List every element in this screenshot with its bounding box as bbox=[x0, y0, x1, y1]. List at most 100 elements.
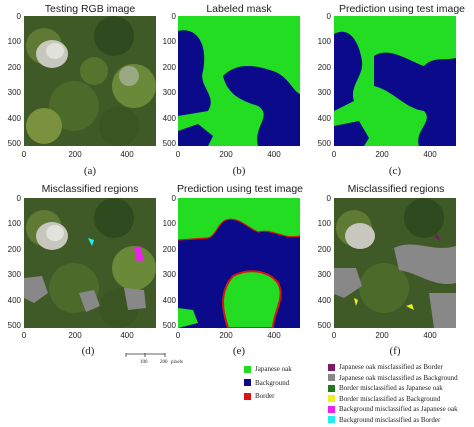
legend-item-border-as-background: Border misclassified as Background bbox=[328, 394, 458, 405]
scale-bar bbox=[125, 353, 187, 359]
legend-label-japanese-oak: Japanese oak bbox=[255, 365, 292, 374]
x-tick-f-400: 400 bbox=[423, 331, 437, 340]
panel-d-title: Misclassified regions bbox=[41, 183, 139, 195]
y-tick-a-200: 200 bbox=[7, 63, 21, 72]
x-tick-d-400: 400 bbox=[120, 331, 134, 340]
legend-swatch-background-as-oak bbox=[328, 405, 335, 413]
y-tick-c-300: 300 bbox=[317, 88, 331, 97]
legend-item-oak-as-border: Japanese oak misclassified as Border bbox=[328, 362, 458, 373]
rgb-image-panel-a bbox=[24, 16, 156, 146]
x-tick-d-200: 200 bbox=[68, 331, 82, 340]
scale-bar-line bbox=[125, 353, 166, 357]
legend-item-border: Border bbox=[244, 391, 292, 402]
y-tick-f-0: 0 bbox=[326, 194, 331, 203]
y-tick-d-0: 0 bbox=[16, 194, 21, 203]
panel-f-label: (f) bbox=[389, 345, 401, 357]
legend-swatch-background bbox=[244, 379, 251, 387]
y-tick-e-400: 400 bbox=[162, 296, 176, 305]
y-tick-c-0: 0 bbox=[326, 12, 331, 21]
y-tick-b-0: 0 bbox=[171, 12, 176, 21]
y-tick-e-0: 0 bbox=[171, 194, 176, 203]
misclassified-overlay-image bbox=[24, 198, 156, 328]
misclassified-panel-d bbox=[24, 198, 156, 328]
panel-c-title: Prediction using test image bbox=[338, 3, 466, 15]
x-tick-b-200: 200 bbox=[219, 150, 233, 159]
y-tick-c-400: 400 bbox=[317, 114, 331, 123]
legend-label-oak-as-border: Japanese oak misclassified as Border bbox=[339, 363, 443, 372]
y-tick-a-300: 300 bbox=[7, 88, 21, 97]
panel-c-label: (c) bbox=[388, 165, 402, 177]
prediction-border-image bbox=[178, 198, 300, 328]
legend-item-background-as-border: Background misclassified as Border bbox=[328, 415, 458, 426]
y-tick-e-200: 200 bbox=[162, 245, 176, 254]
prediction-panel-e bbox=[178, 198, 300, 328]
x-tick-e-400: 400 bbox=[267, 331, 281, 340]
y-tick-e-300: 300 bbox=[162, 270, 176, 279]
y-tick-f-300: 300 bbox=[317, 270, 331, 279]
panel-e-label: (e) bbox=[232, 345, 246, 357]
x-tick-e-200: 200 bbox=[219, 331, 233, 340]
legend-label-oak-as-background: Japanese oak misclassified as Background bbox=[339, 373, 458, 382]
legend-swatch-border-as-background bbox=[328, 395, 335, 403]
legend-label-border-as-background: Border misclassified as Background bbox=[339, 394, 441, 403]
y-tick-b-500: 500 bbox=[162, 139, 176, 148]
legend-label-border-as-oak: Border misclassified as Japanese oak bbox=[339, 384, 443, 393]
y-tick-b-200: 200 bbox=[162, 63, 176, 72]
legend-label-background-as-border: Background misclassified as Border bbox=[339, 415, 441, 424]
panel-a-label: (a) bbox=[83, 165, 97, 177]
panel-a-title: Testing RGB image bbox=[44, 3, 136, 15]
x-tick-a-400: 400 bbox=[120, 150, 134, 159]
y-tick-c-100: 100 bbox=[317, 37, 331, 46]
y-tick-d-200: 200 bbox=[7, 245, 21, 254]
legend-item-background-as-oak: Background misclassified as Japanese oak bbox=[328, 404, 458, 415]
legend-item-background: Background bbox=[244, 378, 292, 389]
x-tick-b-400: 400 bbox=[267, 150, 281, 159]
y-tick-d-400: 400 bbox=[7, 296, 21, 305]
y-tick-f-200: 200 bbox=[317, 245, 331, 254]
legend-swatch-oak-as-background bbox=[328, 374, 335, 382]
legend-swatch-oak-as-border bbox=[328, 363, 335, 371]
legend-swatch-border bbox=[244, 392, 251, 400]
y-tick-b-100: 100 bbox=[162, 37, 176, 46]
y-tick-c-200: 200 bbox=[317, 63, 331, 72]
scale-bar-tick-200: 200 bbox=[160, 360, 168, 365]
rgb-aerial-image bbox=[24, 16, 156, 146]
legend-item-border-as-oak: Border misclassified as Japanese oak bbox=[328, 383, 458, 394]
y-tick-d-100: 100 bbox=[7, 219, 21, 228]
y-tick-d-300: 300 bbox=[7, 270, 21, 279]
x-tick-f-0: 0 bbox=[331, 331, 337, 340]
legend-swatch-background-as-border bbox=[328, 416, 335, 424]
y-tick-b-400: 400 bbox=[162, 114, 176, 123]
legend-swatch-japanese-oak bbox=[244, 365, 251, 373]
panel-b-title: Labeled mask bbox=[206, 3, 272, 15]
x-tick-c-200: 200 bbox=[375, 150, 389, 159]
y-tick-f-400: 400 bbox=[317, 296, 331, 305]
panel-f-title: Misclassified regions bbox=[347, 183, 445, 195]
x-tick-b-0: 0 bbox=[175, 150, 181, 159]
error-legend: Japanese oak misclassified as Border Jap… bbox=[328, 362, 458, 425]
y-tick-e-100: 100 bbox=[162, 219, 176, 228]
legend-item-oak-as-background: Japanese oak misclassified as Background bbox=[328, 373, 458, 384]
x-tick-f-200: 200 bbox=[375, 331, 389, 340]
y-tick-a-500: 500 bbox=[7, 139, 21, 148]
legend-swatch-border-as-oak bbox=[328, 384, 335, 392]
x-tick-e-0: 0 bbox=[175, 331, 181, 340]
y-tick-a-0: 0 bbox=[16, 12, 21, 21]
class-legend: Japanese oak Background Border bbox=[244, 364, 292, 402]
y-tick-a-400: 400 bbox=[7, 114, 21, 123]
misclassified-panel-f bbox=[334, 198, 456, 328]
y-tick-f-500: 500 bbox=[317, 321, 331, 330]
prediction-panel-c bbox=[334, 16, 456, 146]
scale-bar-unit: pixels bbox=[171, 360, 183, 365]
labeled-mask-panel-b bbox=[178, 16, 300, 146]
y-tick-a-100: 100 bbox=[7, 37, 21, 46]
x-tick-a-200: 200 bbox=[68, 150, 82, 159]
x-tick-d-0: 0 bbox=[21, 331, 27, 340]
legend-item-japanese-oak: Japanese oak bbox=[244, 364, 292, 375]
panel-b-label: (b) bbox=[232, 165, 246, 177]
panel-d-label: (d) bbox=[81, 345, 95, 357]
scale-bar-tick-100: 100 bbox=[140, 360, 148, 365]
x-tick-a-0: 0 bbox=[21, 150, 27, 159]
y-tick-e-500: 500 bbox=[162, 321, 176, 330]
y-tick-c-500: 500 bbox=[317, 139, 331, 148]
